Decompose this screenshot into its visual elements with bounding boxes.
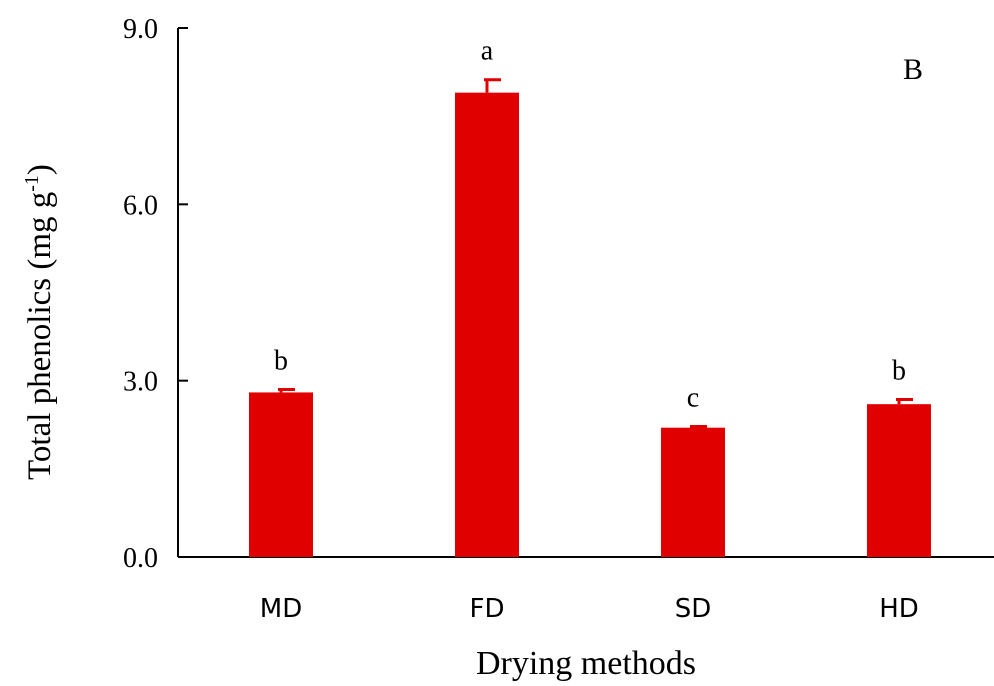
y-axis-title: Total phenolics (mg g-1) [21,164,58,480]
significance-letter: c [687,383,699,414]
category-label-fd: FD [470,594,505,624]
y-tick-label: 9.0 [123,14,158,45]
significance-letter: b [892,355,906,386]
bar-fd [455,92,519,558]
bars: b a c b [249,36,931,558]
bar-hd [867,404,931,557]
y-ticks: 0.0 3.0 6.0 9.0 [123,14,188,574]
category-label-hd: HD [879,594,919,624]
y-tick-label: 0.0 [123,543,158,574]
y-axis-title-close: ) [22,164,58,175]
y-axis-title-main: Total phenolics (mg g [22,192,58,480]
bar-md [249,392,313,557]
category-label-sd: SD [675,594,712,624]
category-label-md: MD [260,594,302,624]
y-tick-label: 3.0 [123,367,158,398]
y-tick-label: 6.0 [123,190,158,221]
bar-sd [661,427,725,557]
significance-letter: a [481,36,494,67]
x-axis-title: Drying methods [476,645,696,682]
y-axis-title-superscript: -1 [21,175,43,192]
significance-letter: b [274,345,288,376]
panel-label: B [903,53,923,86]
axes [177,28,994,558]
x-ticks: MD FD SD HD [260,594,919,624]
